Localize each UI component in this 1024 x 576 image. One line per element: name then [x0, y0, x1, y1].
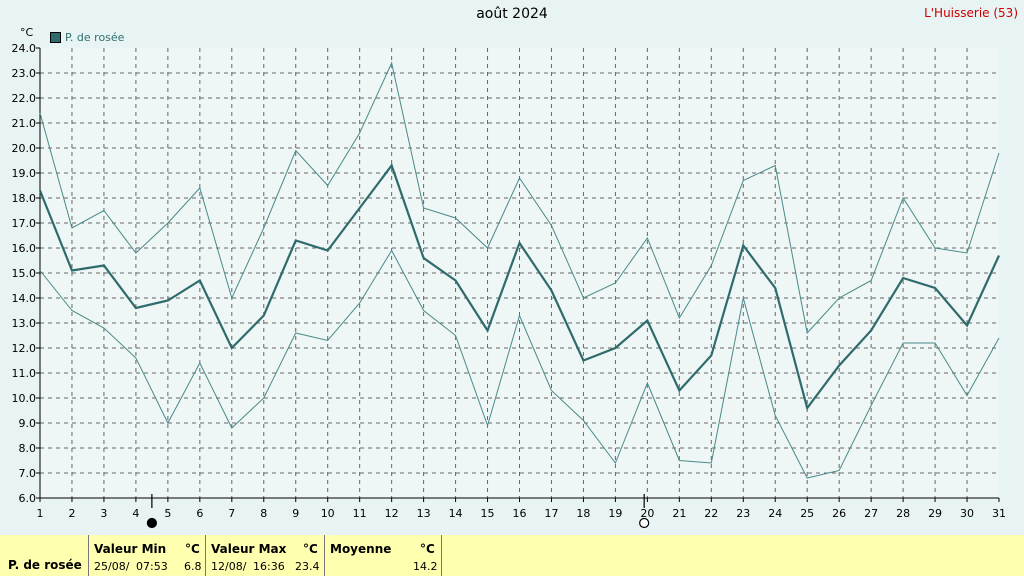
x-tick-label: 26: [832, 507, 846, 520]
x-tick-label: 12: [385, 507, 399, 520]
y-unit-label: °C: [20, 26, 34, 39]
legend-swatch: [50, 32, 61, 43]
x-tick-label: 4: [132, 507, 139, 520]
x-tick-label: 2: [68, 507, 75, 520]
stats-table: P. de rosée Valeur Min °C 25/08/ 07:53 6…: [0, 535, 1024, 576]
x-tick-label: 16: [513, 507, 527, 520]
x-tick-label: 9: [292, 507, 299, 520]
x-tick-label: 10: [321, 507, 335, 520]
stats-max-cell: Valeur Max °C 12/08/ 16:36 23.4: [206, 535, 325, 576]
stats-min-time: 07:53: [136, 560, 168, 573]
x-tick-label: 6: [196, 507, 203, 520]
y-tick-label: 19.0: [12, 167, 37, 180]
x-tick-label: 15: [481, 507, 495, 520]
y-tick-label: 9.0: [19, 417, 37, 430]
y-tick-label: 6.0: [19, 492, 37, 505]
series-line-min: [39, 249, 1000, 479]
stats-mean-unit: °C: [420, 542, 435, 556]
x-tick-label: 19: [608, 507, 622, 520]
filled-circle-icon: [146, 517, 157, 529]
y-tick-label: 7.0: [19, 467, 37, 480]
y-tick-label: 16.0: [12, 242, 37, 255]
legend-label: P. de rosée: [65, 31, 125, 44]
x-tick-label: 13: [417, 507, 431, 520]
x-tick-label: 30: [960, 507, 974, 520]
stats-mean-header: Moyenne: [330, 542, 392, 556]
stats-row-label: P. de rosée: [8, 558, 82, 572]
series-line-mean: [38, 163, 1001, 411]
y-tick-label: 11.0: [12, 367, 37, 380]
x-tick-label: 25: [800, 507, 814, 520]
y-tick-label: 24.0: [12, 42, 37, 55]
stats-min-cell: Valeur Min °C 25/08/ 07:53 6.8: [89, 535, 206, 576]
station-name: L'Huisserie (53): [924, 6, 1018, 20]
x-tick-label: 23: [736, 507, 750, 520]
y-tick-label: 21.0: [12, 117, 37, 130]
open-circle-icon: [639, 517, 650, 529]
x-tick-label: 22: [704, 507, 718, 520]
y-tick-label: 22.0: [12, 92, 37, 105]
stats-max-header: Valeur Max: [211, 542, 287, 556]
x-tick-label: 14: [449, 507, 463, 520]
y-tick-label: 18.0: [12, 192, 37, 205]
y-tick-label: 20.0: [12, 142, 37, 155]
x-tick-label: 31: [992, 507, 1006, 520]
y-tick-label: 14.0: [12, 292, 37, 305]
x-tick-label: 8: [260, 507, 267, 520]
x-tick-label: 20: [640, 507, 654, 520]
x-tick-label: 5: [164, 507, 171, 520]
stats-max-value: 23.4: [295, 560, 320, 573]
stats-mean-value: 14.2: [413, 560, 438, 573]
stats-min-header: Valeur Min: [94, 542, 167, 556]
x-tick-label: 3: [100, 507, 107, 520]
y-tick-label: 23.0: [12, 67, 37, 80]
stats-max-time: 16:36: [253, 560, 285, 573]
stats-mean-cell: Moyenne °C 14.2: [325, 535, 442, 576]
stats-min-value: 6.8: [184, 560, 202, 573]
y-tick-label: 8.0: [19, 442, 37, 455]
x-tick-label: 29: [928, 507, 942, 520]
y-tick-label: 15.0: [12, 267, 37, 280]
series-line-max: [39, 61, 1000, 335]
x-tick-label: 17: [544, 507, 558, 520]
stats-min-date: 25/08/: [94, 560, 130, 573]
x-tick-label: 11: [353, 507, 367, 520]
x-tick-label: 7: [228, 507, 235, 520]
x-tick-label: 27: [864, 507, 878, 520]
chart-title: août 2024: [476, 6, 548, 22]
y-tick-label: 17.0: [12, 217, 37, 230]
stats-min-unit: °C: [185, 542, 200, 556]
legend: P. de rosée: [50, 31, 124, 44]
y-tick-label: 10.0: [12, 392, 37, 405]
dewpoint-chart: 6.0 7.0 8.0 9.0 10.0 11.0 12.0 13.0 14.0 15.0 16.0…: [12, 26, 1006, 529]
stats-row-label-cell: P. de rosée: [0, 535, 89, 576]
x-tick-label: 28: [896, 507, 910, 520]
y-tick-label: 13.0: [12, 317, 37, 330]
x-tick-label: 1: [37, 507, 44, 520]
x-tick-label: 18: [576, 507, 590, 520]
stats-max-unit: °C: [303, 542, 318, 556]
x-tick-label: 24: [768, 507, 782, 520]
x-tick-label: 21: [672, 507, 686, 520]
y-tick-label: 12.0: [12, 342, 37, 355]
stats-max-date: 12/08/: [211, 560, 247, 573]
